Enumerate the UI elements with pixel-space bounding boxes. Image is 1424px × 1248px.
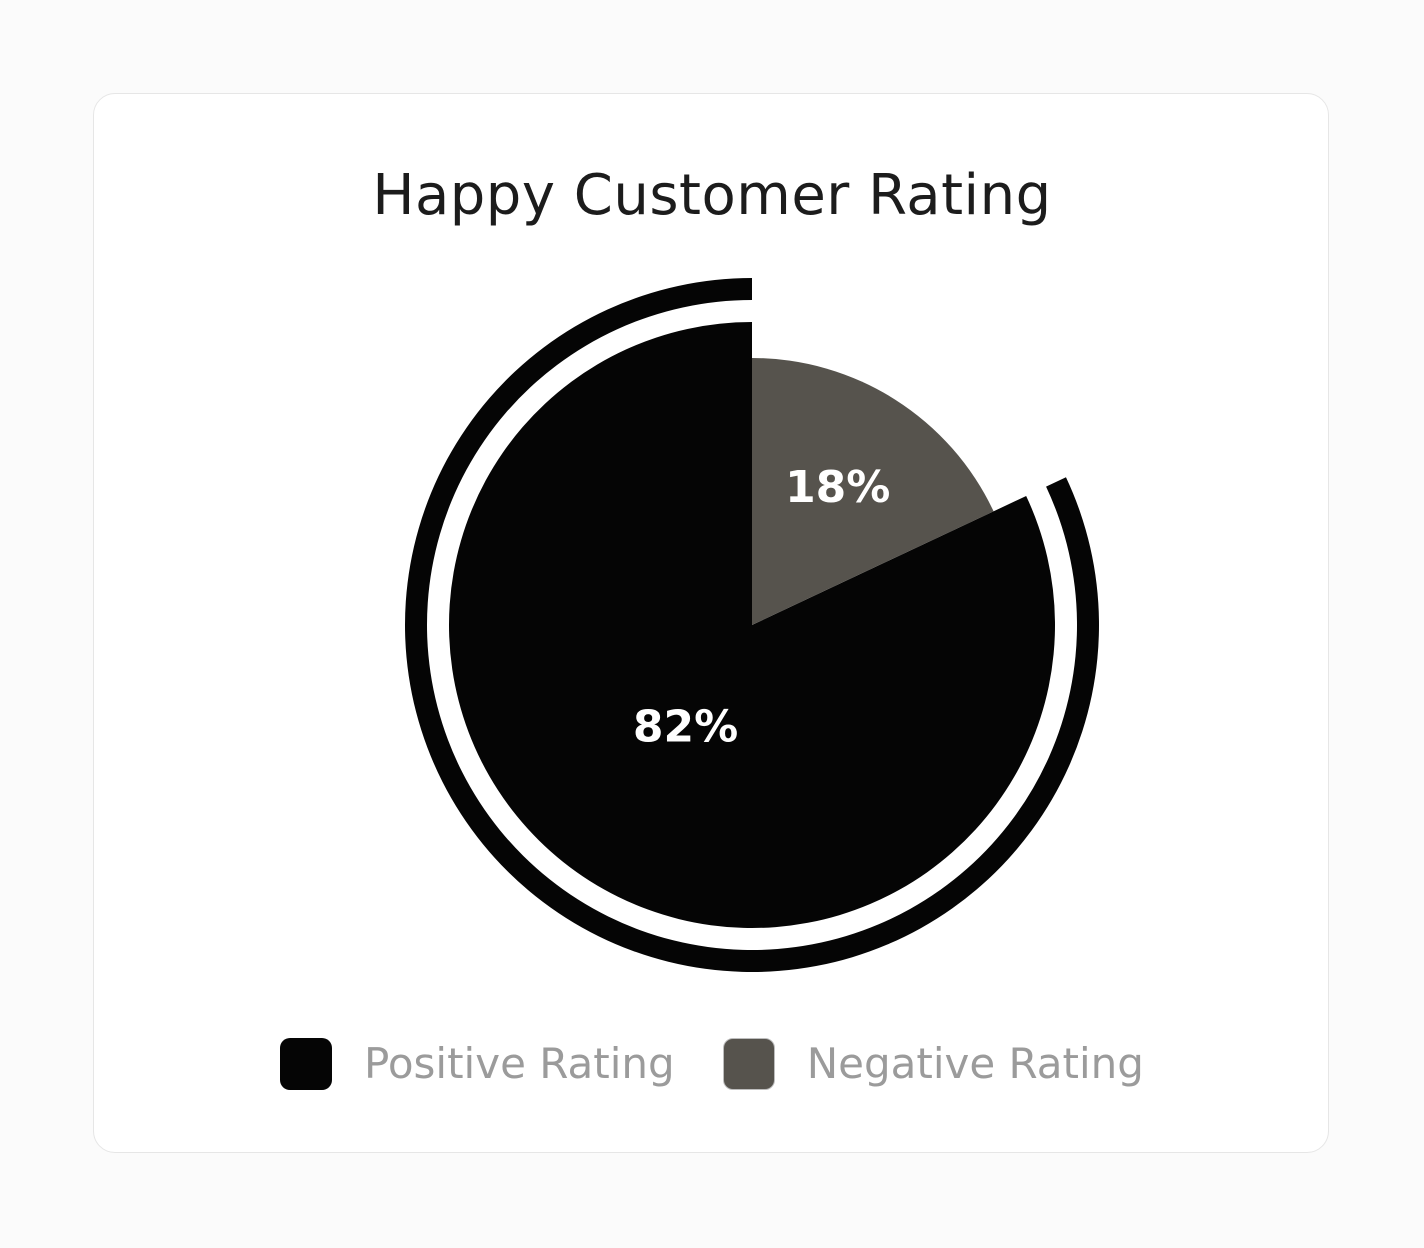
legend-label-negative: Negative Rating bbox=[806, 1039, 1144, 1088]
pie-slice-negative-rating[interactable] bbox=[752, 358, 994, 625]
legend-item-negative[interactable]: Negative Rating bbox=[722, 1036, 1144, 1092]
legend-swatch-negative bbox=[722, 1038, 775, 1090]
legend-swatch-positive bbox=[280, 1038, 333, 1090]
data-label-negative-rating: 18% bbox=[785, 462, 890, 513]
legend-label-positive: Positive Rating bbox=[364, 1039, 675, 1088]
chart-title: Happy Customer Rating bbox=[372, 163, 1052, 228]
chart-legend: Positive Rating Negative Rating bbox=[0, 1036, 1424, 1092]
data-label-positive-rating: 82% bbox=[633, 702, 738, 753]
legend-item-positive[interactable]: Positive Rating bbox=[280, 1036, 675, 1092]
